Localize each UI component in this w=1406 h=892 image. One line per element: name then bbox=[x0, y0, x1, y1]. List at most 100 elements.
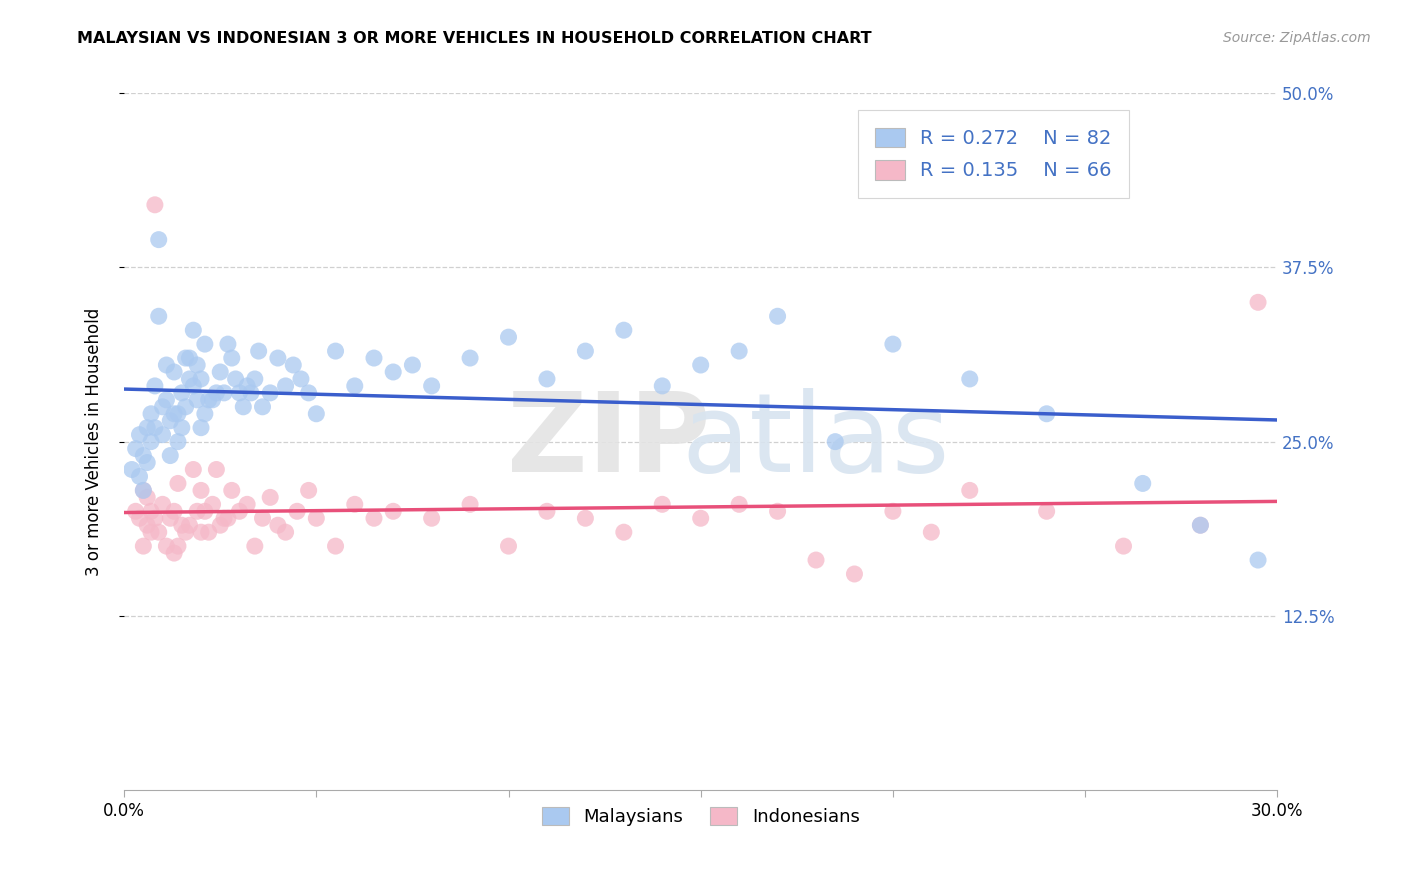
Point bbox=[382, 365, 405, 379]
Point bbox=[267, 518, 290, 533]
Point bbox=[363, 511, 385, 525]
Point bbox=[259, 385, 281, 400]
Point bbox=[232, 400, 254, 414]
Point bbox=[139, 525, 162, 540]
Point bbox=[689, 358, 711, 372]
Point bbox=[274, 525, 297, 540]
Point bbox=[179, 372, 201, 386]
Point bbox=[458, 497, 481, 511]
Point bbox=[170, 420, 193, 434]
Point bbox=[148, 525, 170, 540]
Point bbox=[574, 344, 596, 359]
Point bbox=[882, 337, 904, 351]
Point bbox=[228, 385, 250, 400]
Point bbox=[267, 351, 290, 365]
Point bbox=[186, 504, 208, 518]
Point bbox=[132, 483, 155, 498]
Point bbox=[197, 525, 219, 540]
Point bbox=[882, 504, 904, 518]
Point bbox=[298, 385, 321, 400]
Point bbox=[844, 566, 866, 581]
Point bbox=[689, 511, 711, 525]
Point bbox=[139, 504, 162, 518]
Text: ZIP: ZIP bbox=[506, 388, 710, 495]
Point bbox=[121, 462, 143, 476]
Point bbox=[136, 491, 159, 505]
Point bbox=[143, 511, 166, 525]
Point bbox=[920, 525, 942, 540]
Point bbox=[498, 330, 520, 344]
Text: MALAYSIAN VS INDONESIAN 3 OR MORE VEHICLES IN HOUSEHOLD CORRELATION CHART: MALAYSIAN VS INDONESIAN 3 OR MORE VEHICL… bbox=[77, 31, 872, 46]
Point bbox=[128, 511, 150, 525]
Point bbox=[197, 392, 219, 407]
Point bbox=[325, 344, 347, 359]
Point bbox=[1247, 553, 1270, 567]
Point bbox=[136, 456, 159, 470]
Point bbox=[217, 511, 239, 525]
Point bbox=[1112, 539, 1135, 553]
Point bbox=[194, 407, 217, 421]
Point bbox=[221, 351, 243, 365]
Point bbox=[163, 365, 186, 379]
Point bbox=[170, 385, 193, 400]
Point bbox=[536, 372, 558, 386]
Point bbox=[240, 385, 263, 400]
Point bbox=[205, 385, 228, 400]
Point bbox=[124, 442, 146, 456]
Point bbox=[152, 427, 174, 442]
Text: Source: ZipAtlas.com: Source: ZipAtlas.com bbox=[1223, 31, 1371, 45]
Point bbox=[458, 351, 481, 365]
Point bbox=[155, 392, 177, 407]
Point bbox=[148, 310, 170, 324]
Point bbox=[201, 497, 224, 511]
Legend: Malaysians, Indonesians: Malaysians, Indonesians bbox=[534, 799, 868, 833]
Point bbox=[298, 483, 321, 498]
Point bbox=[243, 539, 266, 553]
Point bbox=[209, 365, 232, 379]
Point bbox=[170, 518, 193, 533]
Point bbox=[163, 546, 186, 560]
Point bbox=[190, 483, 212, 498]
Point bbox=[186, 358, 208, 372]
Point bbox=[305, 407, 328, 421]
Point bbox=[124, 504, 146, 518]
Point bbox=[728, 497, 751, 511]
Point bbox=[651, 379, 673, 393]
Point bbox=[1189, 518, 1212, 533]
Point bbox=[766, 310, 789, 324]
Point bbox=[181, 462, 204, 476]
Point bbox=[236, 497, 259, 511]
Point bbox=[420, 511, 443, 525]
Point bbox=[174, 525, 197, 540]
Point bbox=[209, 518, 232, 533]
Point bbox=[139, 407, 162, 421]
Point bbox=[139, 434, 162, 449]
Point bbox=[174, 351, 197, 365]
Point bbox=[283, 358, 305, 372]
Point bbox=[325, 539, 347, 553]
Point bbox=[285, 504, 308, 518]
Point bbox=[382, 504, 405, 518]
Point bbox=[167, 539, 190, 553]
Point bbox=[259, 491, 281, 505]
Point bbox=[179, 518, 201, 533]
Point bbox=[498, 539, 520, 553]
Point bbox=[194, 337, 217, 351]
Point bbox=[1189, 518, 1212, 533]
Point bbox=[1035, 407, 1057, 421]
Point bbox=[190, 372, 212, 386]
Point bbox=[363, 351, 385, 365]
Point bbox=[132, 539, 155, 553]
Point bbox=[163, 504, 186, 518]
Point bbox=[132, 483, 155, 498]
Point bbox=[420, 379, 443, 393]
Point bbox=[128, 469, 150, 483]
Point bbox=[179, 351, 201, 365]
Point bbox=[959, 372, 981, 386]
Point bbox=[613, 525, 636, 540]
Point bbox=[155, 358, 177, 372]
Point bbox=[824, 434, 846, 449]
Point bbox=[159, 511, 181, 525]
Point bbox=[136, 518, 159, 533]
Point bbox=[247, 344, 270, 359]
